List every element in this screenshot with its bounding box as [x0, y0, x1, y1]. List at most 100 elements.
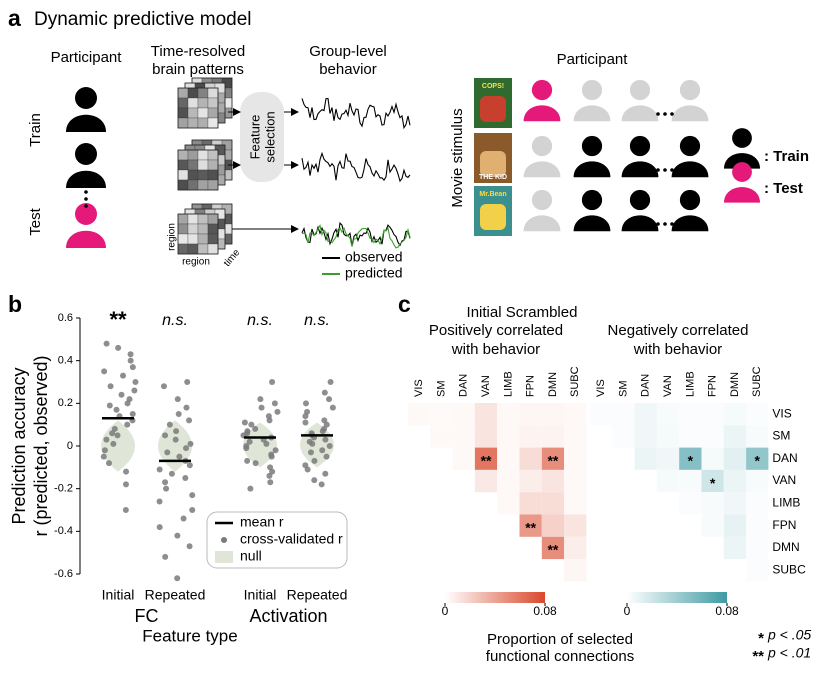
heatmap-cell: [541, 536, 565, 560]
significance-mark: *: [755, 452, 761, 468]
data-point: [123, 468, 130, 475]
person-body: [573, 105, 611, 122]
person-icon: [573, 79, 611, 122]
data-point: [241, 419, 248, 426]
heatmap-cell: [564, 536, 587, 560]
person-head: [531, 135, 553, 157]
time-series: [301, 97, 411, 130]
colorbar: [627, 592, 727, 603]
data-point: [319, 428, 326, 435]
poster-title: THE KID: [479, 174, 507, 181]
data-point: [263, 440, 270, 447]
data-point: [129, 411, 136, 417]
ellipsis-dot: [656, 112, 660, 116]
column-label: SM: [617, 381, 629, 398]
data-point: [246, 438, 253, 445]
significance-text: p < .05: [767, 627, 811, 643]
person-body: [621, 215, 659, 232]
column-label: SM: [435, 381, 447, 398]
data-point: [120, 372, 127, 379]
heatmap-cell: [634, 447, 657, 470]
pattern-cell: [207, 117, 219, 129]
data-point: [187, 440, 194, 447]
heatmap-cell: [430, 425, 453, 448]
data-point: [110, 440, 117, 447]
column-label: LIMB: [502, 371, 514, 397]
person-icon: [66, 203, 106, 248]
x-tick-label: Initial: [244, 587, 277, 603]
data-point: [266, 472, 273, 479]
data-point: [182, 475, 189, 481]
person-body: [621, 161, 659, 178]
pattern-cell: [197, 159, 209, 171]
pattern-cell: [197, 149, 209, 161]
data-point: [111, 425, 118, 432]
pattern-cell: [207, 233, 219, 245]
person-icon: [523, 79, 561, 122]
heatmap-cell: [656, 469, 680, 493]
pattern-cell: [197, 117, 209, 129]
person-icon: [671, 79, 709, 122]
data-point: [189, 492, 196, 499]
row-label: Train: [27, 113, 44, 147]
heatmap-cell: [497, 447, 520, 470]
data-point: [156, 524, 163, 531]
data-point: [164, 449, 171, 456]
data-point: [132, 379, 139, 385]
data-point: [131, 387, 138, 394]
significance-symbol: **: [752, 648, 764, 665]
heatmap-cell: [723, 492, 747, 515]
y-tick-label: 0: [67, 440, 73, 452]
data-point: [174, 575, 181, 582]
poster-title: Mr.Bean: [479, 191, 506, 198]
data-point: [163, 485, 170, 492]
x-tick-label: Repeated: [287, 587, 348, 603]
column-label: LIMB: [684, 371, 696, 397]
significance-label: n.s.: [162, 312, 188, 329]
pattern-cell: [207, 213, 219, 225]
pattern-cell: [187, 213, 199, 225]
data-point: [124, 400, 131, 407]
ellipsis-dot: [663, 168, 667, 172]
pattern-cell: [207, 97, 219, 109]
axis-label: region: [167, 223, 178, 251]
person-icon: [66, 87, 106, 132]
data-point: [247, 485, 254, 492]
heatmap-cell: [519, 447, 542, 470]
person-head: [581, 189, 603, 211]
heatmap-cell: [564, 403, 587, 426]
data-point: [311, 477, 318, 484]
person-body: [66, 230, 106, 248]
person-body: [671, 215, 709, 232]
data-point: [248, 421, 255, 428]
data-point: [113, 406, 120, 413]
person-icon: [523, 135, 561, 178]
data-point: [172, 436, 179, 443]
data-point: [252, 460, 259, 467]
pattern-cell: [187, 233, 199, 245]
person-body: [573, 161, 611, 178]
legend-label: null: [240, 548, 262, 564]
column-header: Time-resolved: [151, 43, 245, 60]
data-point: [162, 553, 169, 560]
heatmap-cell: [564, 492, 587, 515]
data-point: [319, 447, 326, 454]
row-label: DMN: [772, 540, 799, 554]
heatmap-cell: [497, 469, 520, 493]
data-point: [302, 400, 309, 407]
heatmap-cell: [519, 469, 542, 493]
data-point: [269, 468, 276, 475]
data-point: [180, 515, 187, 522]
data-point: [309, 440, 316, 447]
heatmap-cell: [497, 492, 520, 515]
pattern-cell: [187, 243, 199, 255]
heatmap-cell: [408, 403, 431, 426]
column-label: SUBC: [751, 366, 763, 397]
poster-title: COPS!: [482, 83, 504, 90]
person-icon: [724, 128, 760, 169]
legend-label: observed: [345, 249, 403, 265]
row-label: LIMB: [772, 496, 800, 510]
pattern-cell: [177, 87, 189, 99]
heatmap-cell: [564, 469, 587, 493]
pattern-frame: [177, 149, 219, 191]
